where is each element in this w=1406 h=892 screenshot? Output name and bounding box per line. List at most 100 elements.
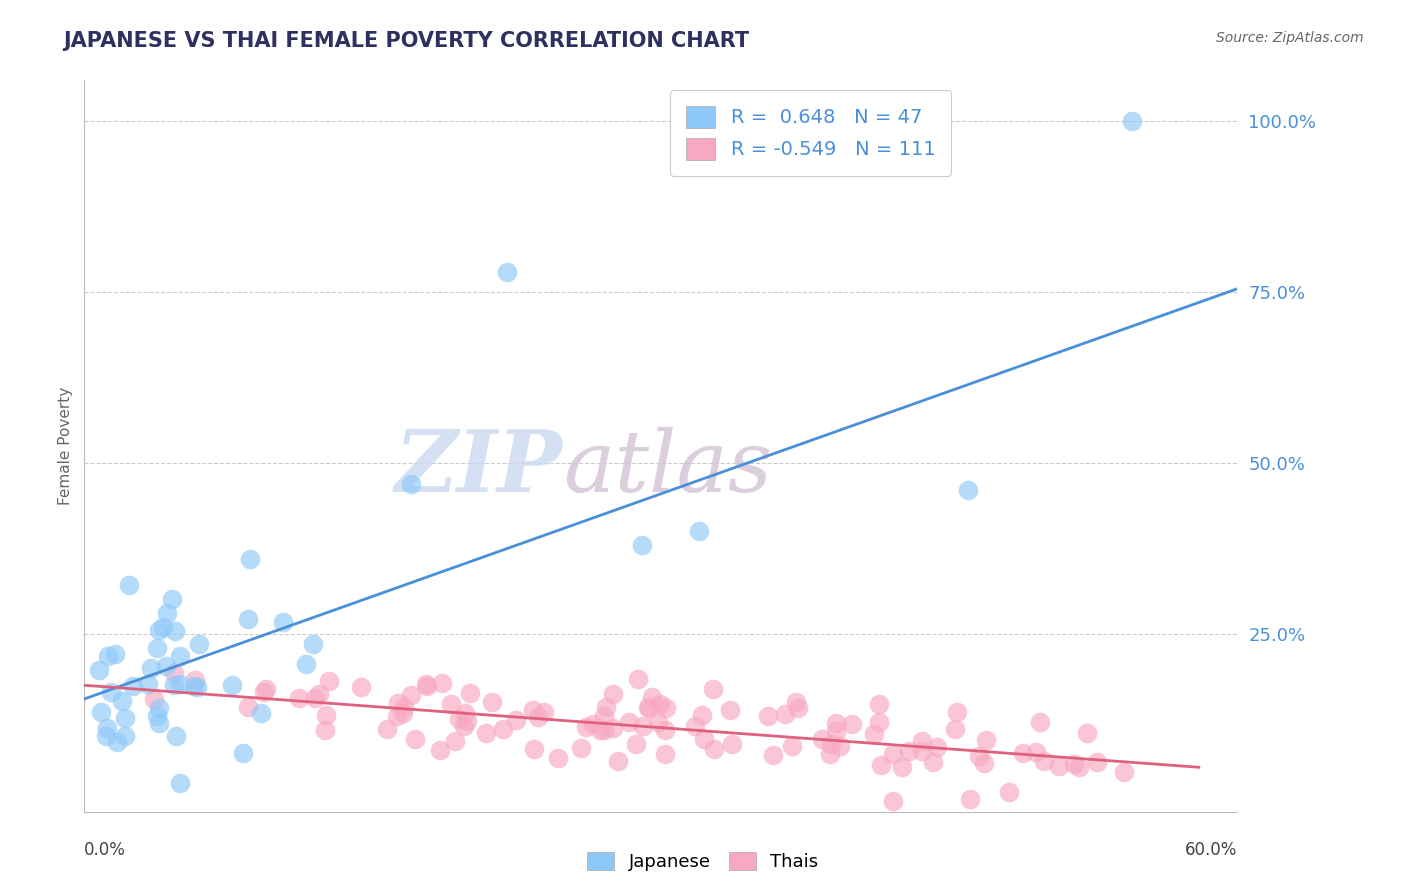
- Point: [232, 746, 254, 760]
- Point: [152, 620, 174, 634]
- Point: [602, 687, 624, 701]
- Point: [415, 676, 437, 690]
- Point: [496, 265, 519, 279]
- Point: [387, 697, 409, 711]
- Point: [94, 729, 117, 743]
- Point: [617, 715, 640, 730]
- Point: [882, 747, 904, 762]
- Point: [188, 637, 211, 651]
- Point: [304, 690, 326, 705]
- Point: [921, 755, 943, 769]
- Point: [891, 760, 914, 774]
- Point: [148, 715, 170, 730]
- Point: [786, 701, 808, 715]
- Point: [475, 725, 498, 739]
- Point: [582, 716, 605, 731]
- Point: [387, 709, 409, 723]
- Point: [943, 722, 966, 736]
- Point: [1047, 758, 1070, 772]
- Point: [703, 742, 725, 756]
- Point: [456, 714, 478, 728]
- Y-axis label: Female Poverty: Female Poverty: [58, 387, 73, 505]
- Point: [1025, 745, 1047, 759]
- Point: [148, 700, 170, 714]
- Point: [100, 684, 122, 698]
- Point: [453, 719, 475, 733]
- Point: [973, 756, 995, 770]
- Point: [825, 723, 848, 738]
- Point: [416, 679, 439, 693]
- Point: [399, 476, 422, 491]
- Point: [718, 703, 741, 717]
- Legend: R =  0.648   N = 47, R = -0.549   N = 111: R = 0.648 N = 47, R = -0.549 N = 111: [671, 90, 950, 176]
- Point: [145, 641, 167, 656]
- Point: [1114, 765, 1136, 780]
- Point: [114, 729, 136, 743]
- Point: [640, 690, 662, 704]
- Point: [146, 709, 169, 723]
- Point: [654, 701, 676, 715]
- Point: [236, 700, 259, 714]
- Point: [148, 624, 170, 638]
- Point: [505, 713, 527, 727]
- Text: JAPANESE VS THAI FEMALE POVERTY CORRELATION CHART: JAPANESE VS THAI FEMALE POVERTY CORRELAT…: [63, 31, 749, 51]
- Point: [946, 705, 969, 719]
- Point: [685, 719, 707, 733]
- Point: [253, 685, 276, 699]
- Point: [522, 703, 544, 717]
- Point: [638, 700, 661, 714]
- Point: [959, 792, 981, 806]
- Point: [186, 680, 208, 694]
- Point: [114, 711, 136, 725]
- Point: [589, 723, 612, 738]
- Point: [775, 706, 797, 721]
- Text: 0.0%: 0.0%: [84, 841, 127, 859]
- Point: [236, 612, 259, 626]
- Point: [925, 739, 948, 754]
- Point: [169, 648, 191, 663]
- Point: [1121, 114, 1143, 128]
- Point: [97, 648, 120, 663]
- Point: [637, 699, 659, 714]
- Point: [910, 734, 932, 748]
- Point: [998, 785, 1021, 799]
- Point: [1032, 754, 1054, 768]
- Point: [595, 700, 617, 714]
- Point: [957, 483, 980, 498]
- Point: [111, 694, 134, 708]
- Point: [165, 729, 187, 743]
- Point: [631, 719, 654, 733]
- Point: [155, 606, 177, 620]
- Point: [162, 677, 184, 691]
- Point: [169, 677, 191, 691]
- Point: [870, 758, 893, 772]
- Point: [254, 682, 277, 697]
- Point: [868, 714, 890, 729]
- Point: [1029, 714, 1052, 729]
- Point: [1063, 757, 1085, 772]
- Point: [375, 723, 398, 737]
- Point: [404, 731, 426, 746]
- Point: [721, 737, 744, 751]
- Point: [350, 681, 373, 695]
- Point: [654, 723, 676, 737]
- Point: [165, 624, 187, 639]
- Point: [762, 747, 785, 762]
- Point: [1076, 725, 1098, 739]
- Point: [271, 615, 294, 629]
- Point: [828, 739, 851, 753]
- Point: [693, 732, 716, 747]
- Point: [136, 677, 159, 691]
- Text: Source: ZipAtlas.com: Source: ZipAtlas.com: [1216, 31, 1364, 45]
- Point: [430, 676, 453, 690]
- Text: atlas: atlas: [562, 426, 772, 509]
- Point: [756, 709, 779, 723]
- Point: [868, 698, 890, 712]
- Point: [392, 699, 415, 714]
- Point: [654, 747, 676, 761]
- Point: [898, 744, 921, 758]
- Point: [863, 726, 886, 740]
- Point: [630, 538, 652, 552]
- Point: [533, 705, 555, 719]
- Point: [688, 524, 710, 539]
